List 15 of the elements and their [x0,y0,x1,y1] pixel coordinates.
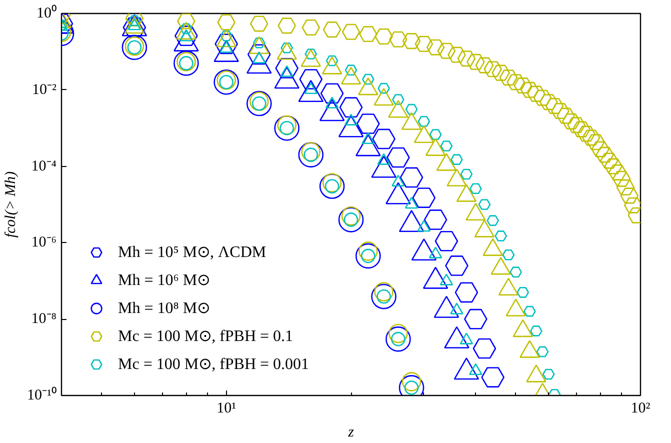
y-tick-label: 10⁻² [32,82,58,98]
x-axis-title: z [347,424,354,440]
legend-label: Mh = 10⁵ M⊙, ΛCDM [118,243,266,262]
y-tick-label: 10⁻¹⁰ [27,386,57,404]
y-tick-label: 10⁻⁸ [31,311,57,328]
legend-label: Mh = 10⁶ M⊙ [118,271,210,290]
x-tick-label: 10² [630,400,651,416]
x-tick-label: 10¹ [216,400,236,416]
legend-label: Mh = 10⁸ M⊙ [118,299,210,318]
y-axis-title: fcol(> Mh) [3,171,20,238]
y-tick-label: 10⁻⁴ [31,158,57,174]
y-tick-label: 10⁻⁶ [31,234,57,251]
legend-label: Mc = 100 M⊙, fPBH = 0.1 [118,327,294,346]
y-tick-label: 10⁰ [36,4,56,22]
legend-label: Mc = 100 M⊙, fPBH = 0.001 [118,355,310,374]
